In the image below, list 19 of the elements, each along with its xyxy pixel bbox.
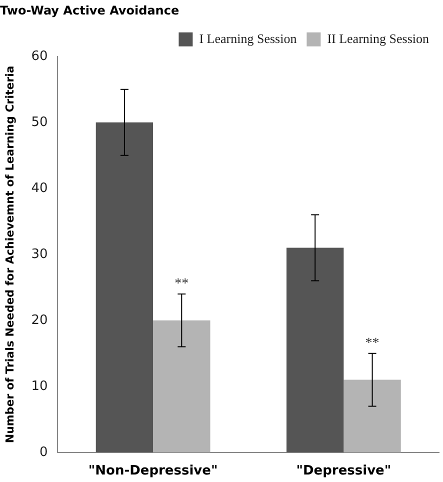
- y-tick-label: 50: [31, 114, 48, 130]
- chart-title: Two-Way Active Avoidance: [0, 3, 180, 18]
- y-tick-label: 30: [31, 246, 48, 262]
- annotation: **: [365, 336, 380, 352]
- legend-label: I Learning Session: [199, 30, 298, 46]
- legend-label: II Learning Session: [327, 30, 430, 46]
- y-tick-label: 20: [31, 312, 48, 328]
- y-tick-label: 40: [31, 180, 48, 196]
- bar: [344, 380, 401, 452]
- bar: [153, 320, 210, 452]
- x-tick-label: "Depressive": [296, 464, 392, 479]
- bar: [96, 122, 154, 452]
- x-tick-label: "Non-Depressive": [88, 464, 218, 479]
- bar: [286, 248, 344, 452]
- y-tick-label: 0: [39, 444, 48, 460]
- annotation: **: [174, 276, 189, 292]
- y-tick-label: 10: [31, 378, 48, 394]
- y-axis-title: Number of Trials Needed for Achievemnt of Learning Criteria: [3, 66, 16, 444]
- y-tick-label: 60: [31, 48, 48, 64]
